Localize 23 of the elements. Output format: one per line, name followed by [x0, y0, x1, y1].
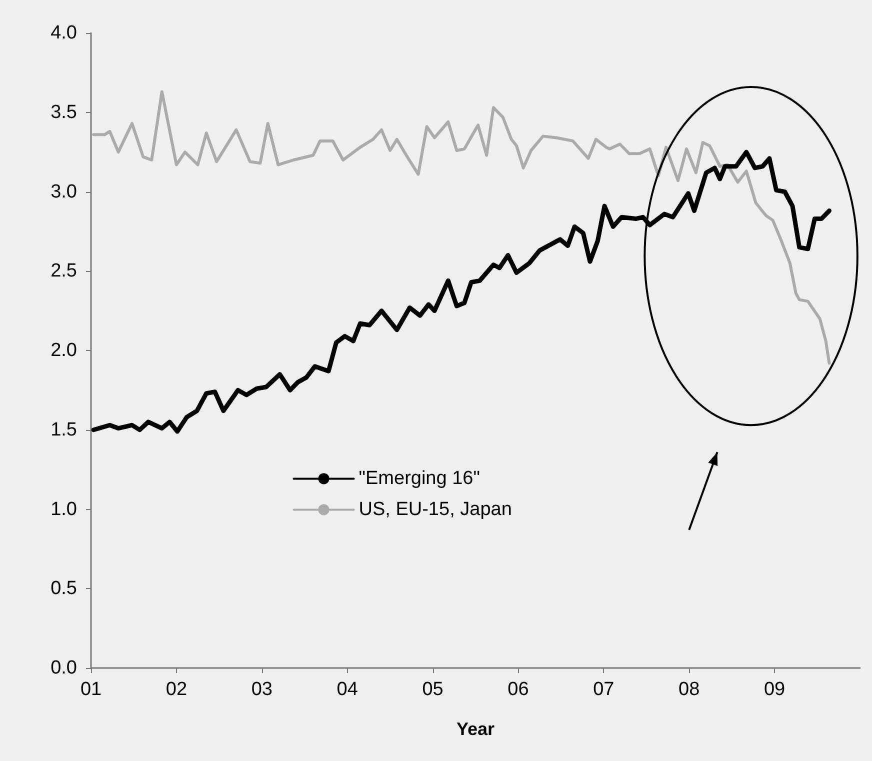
x-tick-label: 01: [80, 679, 102, 700]
x-tick-label: 08: [678, 679, 700, 700]
x-axis-title: Year: [456, 719, 495, 739]
x-tick-label: 05: [422, 679, 444, 700]
y-tick-label: 2.5: [50, 260, 77, 282]
line-series: [92, 90, 831, 365]
y-tick-label: 0.0: [50, 658, 77, 678]
line-series: [91, 150, 832, 434]
y-tick-label: 0.5: [50, 578, 77, 600]
y-tick-label: 4.0: [50, 22, 77, 44]
x-tick-label: 09: [764, 679, 786, 700]
x-tick-label: 03: [251, 679, 272, 700]
legend-label: "Emerging 16": [358, 468, 480, 490]
y-tick-label: 1.0: [50, 498, 77, 520]
y-tick-label: 3.5: [50, 102, 77, 123]
legend-label: US, EU-15, Japan: [358, 499, 512, 520]
y-tick-label: 2.0: [50, 340, 77, 361]
x-tick-label: 02: [166, 679, 188, 700]
x-tick-label: 06: [508, 679, 529, 700]
y-tick-label: 3.0: [50, 181, 77, 202]
x-tick-label: 07: [593, 679, 614, 700]
x-tick-label: 04: [336, 679, 358, 700]
y-tick-label: 1.5: [50, 419, 77, 440]
